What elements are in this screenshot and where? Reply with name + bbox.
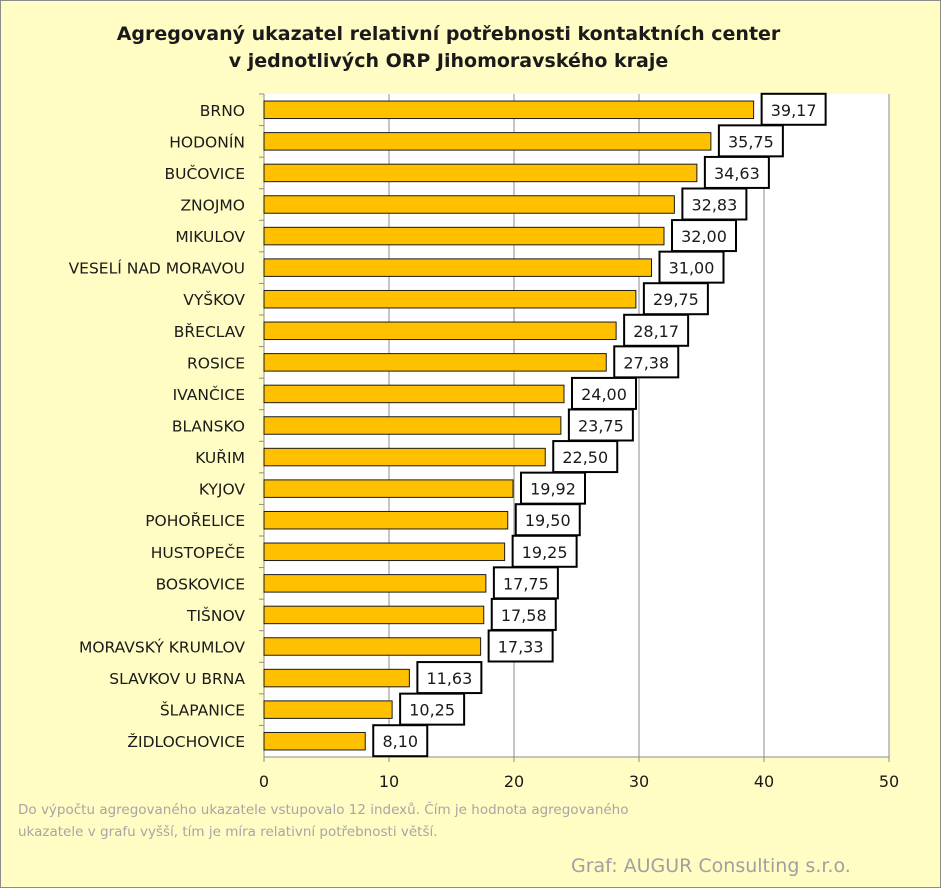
category-label: BŘECLAV xyxy=(174,322,246,341)
category-label: POHOŘELICE xyxy=(145,511,245,530)
category-label: HUSTOPEČE xyxy=(151,543,245,562)
data-label-box xyxy=(399,692,466,726)
bar xyxy=(263,132,712,151)
chart-title-line-2: v jednotlivých ORP Jihomoravského kraje xyxy=(228,50,669,72)
category-label: VESELÍ NAD MORAVOU xyxy=(69,259,245,278)
data-label-box xyxy=(372,724,429,758)
data-label-box xyxy=(717,124,784,158)
data-label: 11,63 xyxy=(426,669,472,688)
footnote-line-2: ukazatele v grafu vyšší, tím je míra rel… xyxy=(18,824,438,840)
footnote-line-1: Do výpočtu agregovaného ukazatele vstupo… xyxy=(18,802,629,818)
x-tick-label: 50 xyxy=(879,772,899,791)
data-label-box xyxy=(613,345,680,379)
bar xyxy=(263,289,637,309)
bar xyxy=(263,163,698,183)
category-label: BLANSKO xyxy=(172,418,245,436)
bar xyxy=(263,668,410,688)
data-label-box xyxy=(703,155,770,189)
category-label: BOSKOVICE xyxy=(156,575,245,593)
footnote: Do výpočtu agregovaného ukazatele vstupo… xyxy=(18,799,778,843)
bar xyxy=(263,447,546,467)
x-tick-label: 10 xyxy=(379,772,399,791)
category-label: HODONÍN xyxy=(169,132,245,151)
data-label: 31,00 xyxy=(669,259,715,278)
data-label-box xyxy=(514,503,581,537)
category-label: ROSICE xyxy=(187,354,245,372)
data-label: 39,17 xyxy=(771,101,817,120)
data-label: 34,63 xyxy=(714,164,760,183)
data-label: 19,92 xyxy=(530,480,576,499)
data-label-box xyxy=(511,534,578,568)
data-label: 17,33 xyxy=(498,638,544,657)
category-label: VYŠKOV xyxy=(183,290,245,309)
data-label-box xyxy=(487,629,554,663)
data-label: 27,38 xyxy=(623,353,669,372)
category-label: ZNOJMO xyxy=(180,197,245,215)
bar xyxy=(263,195,675,214)
category-label: KUŘIM xyxy=(195,448,245,467)
data-label: 19,25 xyxy=(522,543,568,562)
category-label: MORAVSKÝ KRUMLOV xyxy=(79,638,245,657)
category-label: BRNO xyxy=(200,102,245,120)
data-label: 10,25 xyxy=(409,701,455,720)
data-label: 32,83 xyxy=(691,196,737,215)
category-label: IVANČICE xyxy=(173,385,245,404)
bar xyxy=(263,574,487,593)
data-label-box xyxy=(642,282,709,316)
credit-text: Graf: AUGUR Consulting s.r.o. xyxy=(571,855,851,877)
category-label: ŠLAPANICE xyxy=(160,701,245,720)
data-label: 22,50 xyxy=(562,448,608,467)
data-label: 8,10 xyxy=(382,732,418,751)
bar xyxy=(263,731,366,751)
category-label: KYJOV xyxy=(199,481,246,499)
bar xyxy=(263,100,755,120)
data-label-box xyxy=(623,313,690,347)
data-label: 23,75 xyxy=(578,417,624,436)
chart-title-line-1: Agregovaný ukazatel relativní potřebnost… xyxy=(116,23,781,45)
bar xyxy=(263,542,506,562)
category-label: TIŠNOV xyxy=(186,606,245,625)
data-label-box xyxy=(760,92,827,126)
data-label-box xyxy=(681,187,748,221)
x-tick-label: 30 xyxy=(629,772,649,791)
bar xyxy=(263,510,509,530)
data-label-box xyxy=(416,661,483,695)
x-tick-label: 40 xyxy=(754,772,774,791)
bar xyxy=(263,416,562,435)
bar xyxy=(263,637,482,656)
x-tick-label: 0 xyxy=(259,772,269,791)
data-label: 17,58 xyxy=(501,606,547,625)
bar xyxy=(263,700,393,719)
bar xyxy=(263,384,565,404)
category-label: MIKULOV xyxy=(175,228,245,246)
bar xyxy=(263,353,607,372)
data-label: 19,50 xyxy=(525,511,571,530)
data-label: 28,17 xyxy=(633,322,679,341)
bar xyxy=(263,605,485,625)
chart-title: Agregovaný ukazatel relativní potřebnost… xyxy=(1,21,896,75)
category-label: BUČOVICE xyxy=(164,164,245,183)
data-label: 29,75 xyxy=(653,290,699,309)
category-label: ŽIDLOCHOVICE xyxy=(127,732,245,751)
bar xyxy=(263,226,665,246)
data-label-box xyxy=(658,250,725,284)
x-tick-label: 20 xyxy=(504,772,524,791)
data-label: 32,00 xyxy=(681,227,727,246)
data-label-box xyxy=(490,597,557,631)
bar xyxy=(263,479,514,498)
bar xyxy=(263,321,617,341)
data-label: 24,00 xyxy=(581,385,627,404)
data-label-box xyxy=(520,471,586,505)
data-label: 17,75 xyxy=(503,574,549,593)
category-label: SLAVKOV U BRNA xyxy=(109,670,245,688)
data-label: 35,75 xyxy=(728,132,774,151)
bar xyxy=(263,258,652,277)
